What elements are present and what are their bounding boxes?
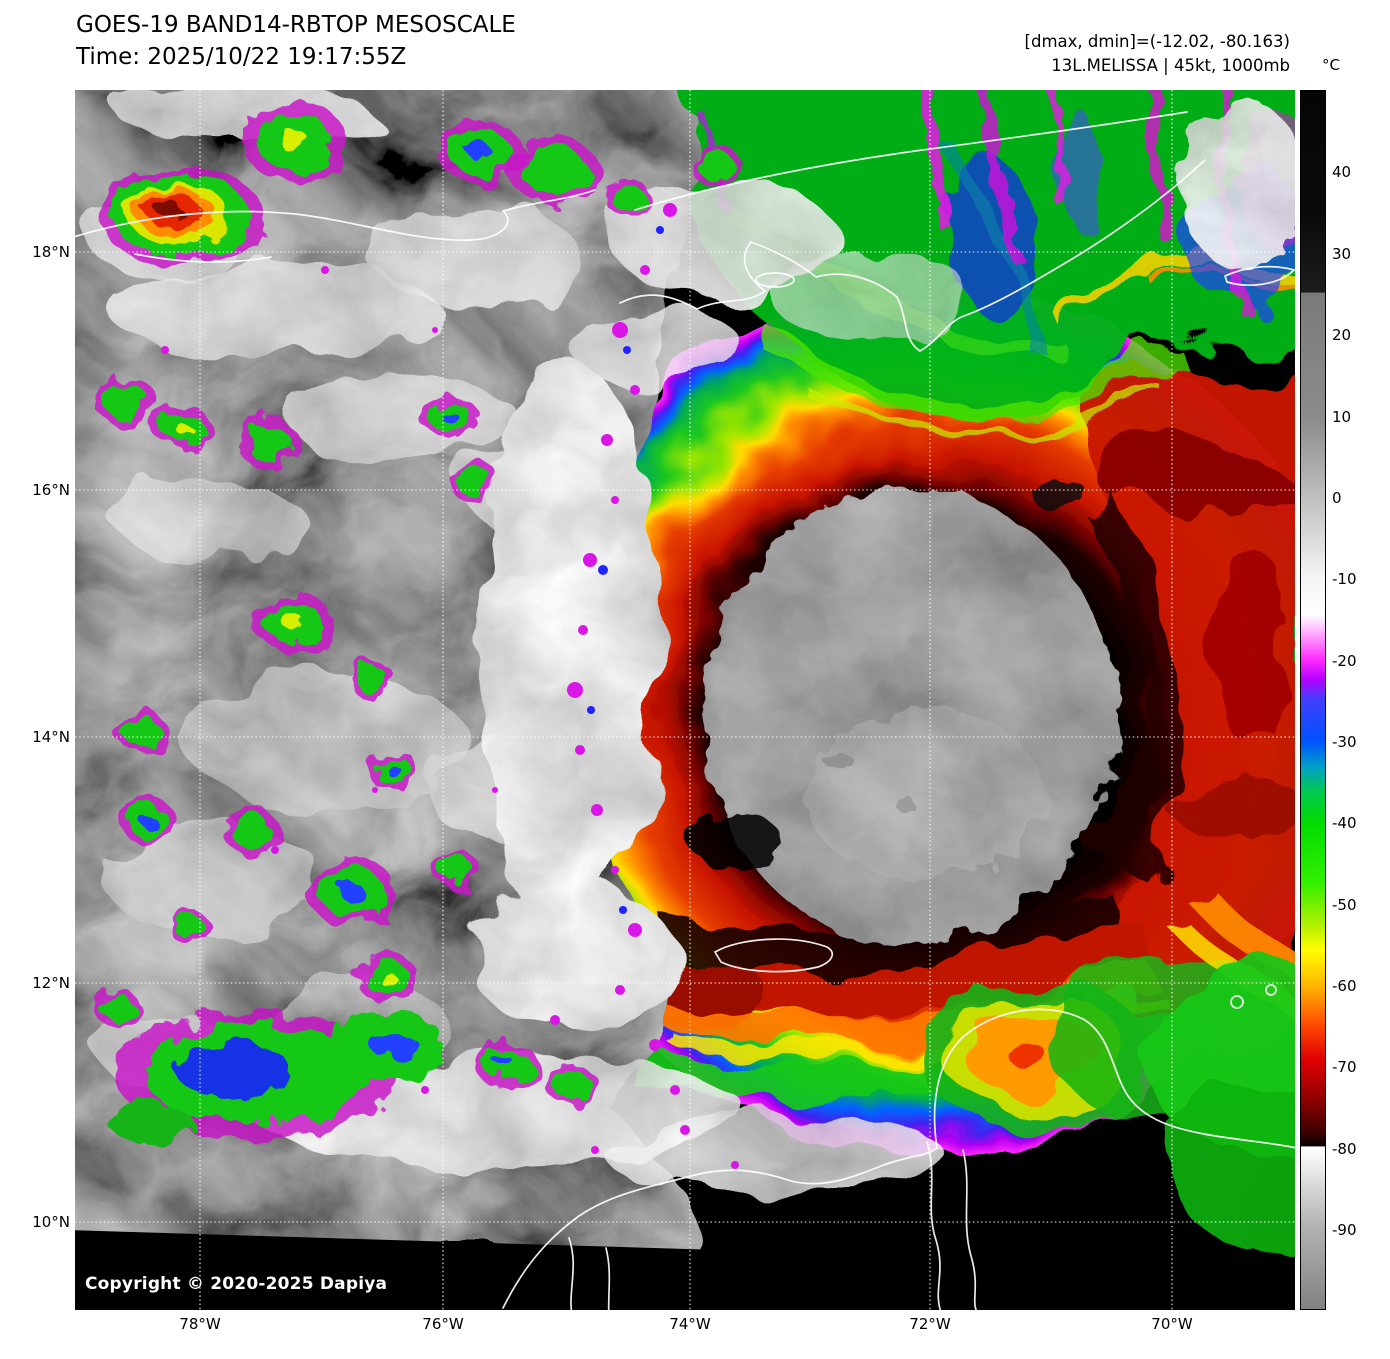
colorbar-tick: -70 bbox=[1332, 1058, 1357, 1076]
southwest-cluster bbox=[108, 1013, 447, 1142]
storm-east-red-field bbox=[1075, 361, 1295, 1052]
colorbar-tick: -90 bbox=[1332, 1221, 1357, 1239]
colorbar-tick: -80 bbox=[1332, 1140, 1357, 1158]
timestamp: Time: 2025/10/22 19:17:55Z bbox=[76, 43, 407, 70]
colorbar-tick: -10 bbox=[1332, 570, 1357, 588]
colorbar-unit-label: °C bbox=[1322, 56, 1340, 74]
lon-label-72w: 72°W bbox=[909, 1315, 951, 1333]
lat-label-14n: 14°N bbox=[32, 728, 70, 746]
colorbar-tick: -20 bbox=[1332, 652, 1357, 670]
boundary-speckles bbox=[161, 203, 739, 1169]
lat-label-10n: 10°N bbox=[32, 1213, 70, 1231]
colorbar-tick: -40 bbox=[1332, 814, 1357, 832]
product-title: GOES-19 BAND14-RBTOP MESOSCALE bbox=[76, 12, 516, 38]
colorbar-tick: -50 bbox=[1332, 896, 1357, 914]
colorbar-tick: 30 bbox=[1332, 245, 1352, 263]
lon-label-78w: 78°W bbox=[179, 1315, 221, 1333]
lon-label-74w: 74°W bbox=[669, 1315, 711, 1333]
coastlines bbox=[75, 111, 1295, 1310]
title-block: GOES-19 BAND14-RBTOP MESOSCALE Time: 202… bbox=[76, 10, 516, 73]
lat-label-12n: 12°N bbox=[32, 974, 70, 992]
storm-info: 13L.MELISSA | 45kt, 1000mb bbox=[1051, 55, 1290, 75]
map-plot: Copyright © 2020-2025 Dapiya bbox=[75, 90, 1295, 1310]
storm-south-bands bbox=[629, 880, 1295, 1160]
dmax-dmin-readout: [dmax, dmin]=(-12.02, -80.163) bbox=[1024, 32, 1290, 51]
colorbar-tick: 40 bbox=[1332, 163, 1352, 181]
lat-label-18n: 18°N bbox=[32, 243, 70, 261]
cloud-corner-northeast bbox=[1181, 100, 1295, 270]
lon-label-76w: 76°W bbox=[422, 1315, 464, 1333]
colorbar-tick: -60 bbox=[1332, 977, 1357, 995]
storm-core bbox=[689, 479, 1117, 945]
scan-edge-strip bbox=[75, 1230, 1295, 1310]
colorbar-gradient bbox=[1300, 90, 1326, 1310]
satellite-image bbox=[75, 90, 1295, 1310]
info-block: [dmax, dmin]=(-12.02, -80.163) 13L.MELIS… bbox=[1025, 30, 1290, 78]
colorbar-tick: -30 bbox=[1332, 733, 1357, 751]
colorbar-tick: 0 bbox=[1332, 489, 1342, 507]
lat-label-16n: 16°N bbox=[32, 481, 70, 499]
lon-label-70w: 70°W bbox=[1151, 1315, 1193, 1333]
colorbar-tick: 20 bbox=[1332, 326, 1352, 344]
copyright-watermark: Copyright © 2020-2025 Dapiya bbox=[85, 1274, 388, 1294]
colorbar-tick: 10 bbox=[1332, 408, 1352, 426]
green-patch-southeast bbox=[1167, 1083, 1295, 1260]
